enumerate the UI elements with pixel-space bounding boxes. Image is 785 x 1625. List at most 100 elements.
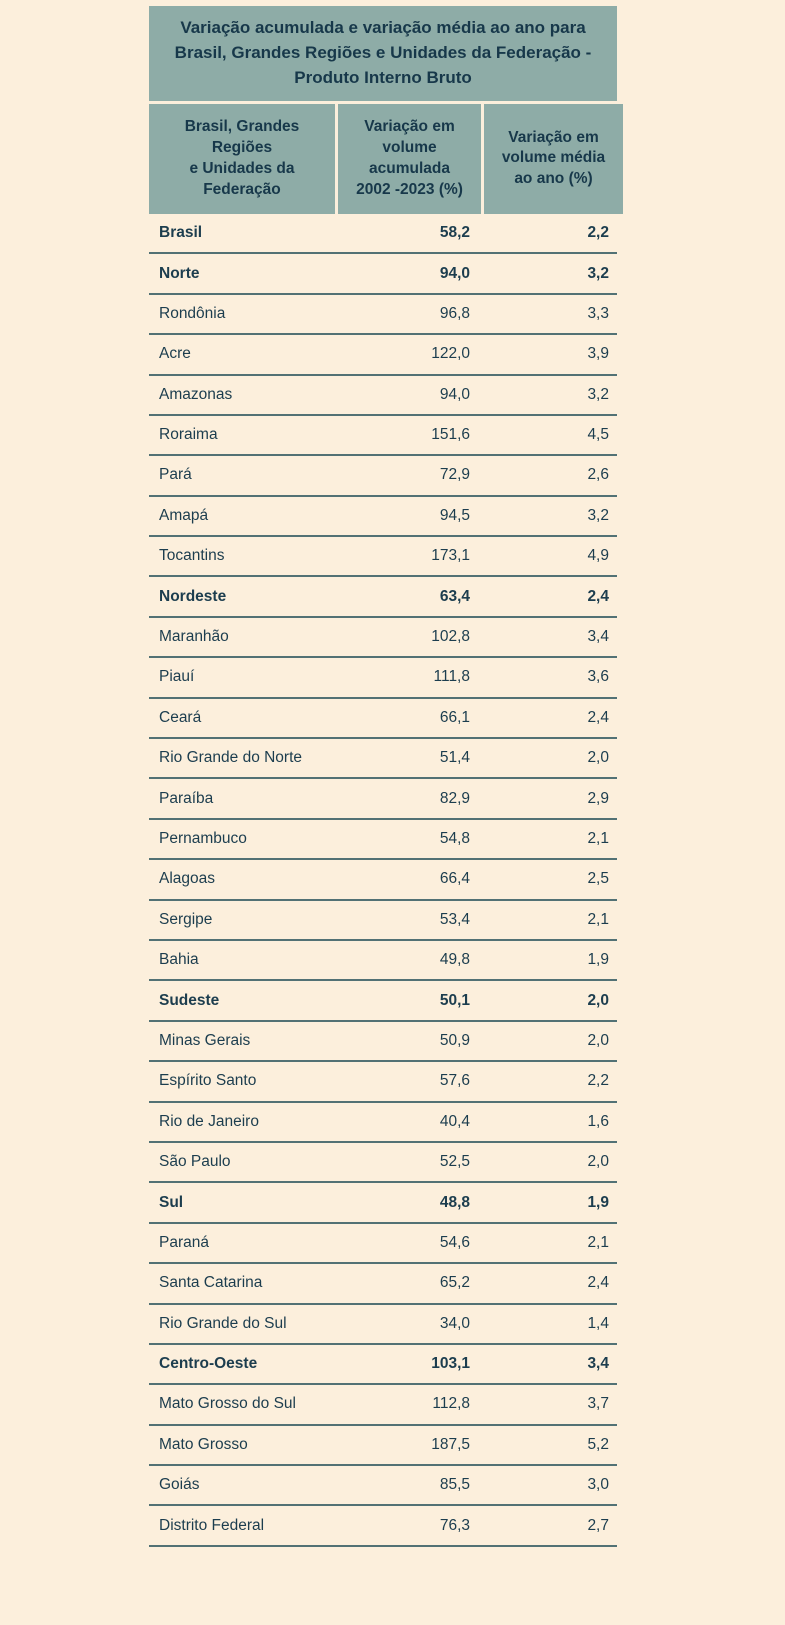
- row-average-value: 3,2: [587, 506, 609, 524]
- column-header-average: Variação em volume média ao ano (%): [484, 103, 623, 214]
- row-accumulated-value: 63,4: [439, 587, 470, 605]
- column-header-region: Brasil, Grandes Regiões e Unidades da Fe…: [149, 103, 335, 214]
- row-region-label: Alagoas: [159, 870, 216, 888]
- table-row: Rio Grande do Sul 34,0 1,4: [149, 1305, 617, 1345]
- row-average-value: 2,4: [587, 708, 609, 726]
- row-region-label: Minas Gerais: [159, 1031, 251, 1049]
- row-accumulated-value: 50,9: [439, 1031, 470, 1049]
- table-row: Mato Grosso do Sul 112,8 3,7: [149, 1385, 617, 1426]
- row-region-label: Goiás: [159, 1476, 200, 1494]
- row-accumulated-value: 52,5: [439, 1153, 470, 1171]
- row-region-label: Mato Grosso do Sul: [159, 1395, 296, 1413]
- table-row: Paraíba 82,9 2,9: [149, 779, 617, 820]
- row-region-label: Ceará: [159, 708, 202, 726]
- row-region-label: Amazonas: [159, 385, 233, 403]
- row-accumulated-value: 76,3: [439, 1516, 470, 1534]
- table-row: Pernambuco 54,8 2,1: [149, 820, 617, 861]
- row-accumulated-value: 112,8: [432, 1395, 470, 1413]
- row-average-value: 3,2: [587, 385, 609, 403]
- column-header-accumulated-label: Variação em volume acumulada 2002 -2023 …: [356, 118, 463, 198]
- row-accumulated-value: 57,6: [439, 1072, 470, 1090]
- row-region-label: Brasil: [159, 224, 203, 242]
- gdp-variation-table: Variação acumulada e variação média ao a…: [149, 6, 623, 1547]
- table-row: Roraima 151,6 4,5: [149, 416, 617, 457]
- row-average-value: 2,9: [587, 789, 609, 807]
- row-region-label: Pernambuco: [159, 830, 247, 847]
- row-average-value: 2,1: [587, 910, 609, 928]
- row-average-value: 2,1: [587, 830, 609, 847]
- row-accumulated-value: 66,1: [439, 708, 470, 726]
- row-accumulated-value: 50,1: [439, 991, 470, 1009]
- row-region-label: Centro-Oeste: [159, 1355, 258, 1373]
- row-accumulated-value: 58,2: [439, 224, 470, 242]
- row-average-value: 2,5: [587, 870, 609, 888]
- table-row: Acre 122,0 3,9: [149, 335, 617, 376]
- table-row: Piauí 111,8 3,6: [149, 658, 617, 699]
- row-accumulated-value: 122,0: [431, 345, 470, 363]
- row-accumulated-value: 96,8: [439, 304, 470, 322]
- table-row: Nordeste 63,4 2,4: [149, 577, 617, 618]
- table-row: Amapá 94,5 3,2: [149, 497, 617, 538]
- table-row: Goiás 85,5 3,0: [149, 1466, 617, 1507]
- row-average-value: 1,9: [587, 1193, 609, 1211]
- row-region-label: Distrito Federal: [159, 1516, 265, 1534]
- row-average-value: 2,4: [587, 587, 609, 605]
- row-accumulated-value: 94,5: [439, 506, 470, 524]
- row-average-value: 2,2: [587, 1072, 609, 1090]
- table-row: Centro-Oeste 103,1 3,4: [149, 1345, 617, 1386]
- row-region-label: Paraíba: [159, 789, 214, 807]
- row-accumulated-value: 173,1: [431, 547, 470, 565]
- table-row: Pará 72,9 2,6: [149, 456, 617, 497]
- row-accumulated-value: 53,4: [439, 910, 470, 928]
- row-region-label: Amapá: [159, 506, 209, 524]
- table-row: Rondônia 96,8 3,3: [149, 295, 617, 336]
- column-header-average-label: Variação em volume média ao ano (%): [501, 128, 606, 188]
- table-row: Mato Grosso 187,5 5,2: [149, 1426, 617, 1467]
- row-region-label: Paraná: [159, 1233, 209, 1251]
- table-row: Sudeste 50,1 2,0: [149, 981, 617, 1022]
- row-average-value: 3,7: [587, 1395, 609, 1413]
- row-accumulated-value: 65,2: [439, 1274, 470, 1292]
- row-average-value: 2,2: [587, 224, 609, 242]
- row-region-label: Bahia: [159, 951, 199, 969]
- row-region-label: Rio de Janeiro: [159, 1112, 259, 1130]
- row-region-label: Maranhão: [159, 628, 229, 646]
- row-accumulated-value: 111,8: [433, 668, 471, 686]
- row-average-value: 3,4: [587, 628, 609, 646]
- table-row: Rio de Janeiro 40,4 1,6: [149, 1103, 617, 1143]
- row-accumulated-value: 94,0: [439, 385, 470, 403]
- row-average-value: 4,9: [587, 547, 609, 565]
- row-region-label: Sul: [159, 1193, 184, 1211]
- row-accumulated-value: 94,0: [439, 264, 470, 282]
- row-accumulated-value: 51,4: [439, 749, 470, 767]
- row-average-value: 1,4: [587, 1314, 609, 1332]
- row-region-label: Nordeste: [159, 587, 227, 605]
- row-region-label: Acre: [159, 345, 191, 363]
- row-average-value: 2,4: [587, 1274, 609, 1292]
- row-region-label: Pará: [159, 466, 192, 484]
- row-average-value: 3,9: [587, 345, 609, 363]
- row-accumulated-value: 66,4: [439, 870, 470, 888]
- row-region-label: São Paulo: [159, 1153, 231, 1171]
- row-region-label: Rondônia: [159, 304, 226, 322]
- row-average-value: 2,0: [587, 1153, 609, 1171]
- table-row: Bahia 49,8 1,9: [149, 941, 617, 982]
- row-average-value: 2,7: [587, 1516, 609, 1534]
- table-row: Santa Catarina 65,2 2,4: [149, 1264, 617, 1305]
- row-accumulated-value: 48,8: [439, 1193, 470, 1211]
- table-row: Amazonas 94,0 3,2: [149, 376, 617, 416]
- row-accumulated-value: 54,8: [439, 830, 470, 847]
- row-average-value: 5,2: [587, 1435, 609, 1453]
- row-average-value: 2,6: [587, 466, 609, 484]
- table-title: Variação acumulada e variação média ao a…: [149, 6, 617, 101]
- row-region-label: Mato Grosso: [159, 1435, 248, 1453]
- row-average-value: 3,6: [587, 668, 609, 686]
- table-row: Tocantins 173,1 4,9: [149, 537, 617, 578]
- row-accumulated-value: 49,8: [439, 951, 470, 969]
- row-average-value: 1,9: [587, 951, 609, 969]
- row-accumulated-value: 72,9: [439, 466, 470, 484]
- column-headers: Brasil, Grandes Regiões e Unidades da Fe…: [149, 103, 623, 214]
- row-average-value: 4,5: [587, 426, 609, 444]
- table-row: Ceará 66,1 2,4: [149, 699, 617, 740]
- row-average-value: 3,2: [587, 264, 609, 282]
